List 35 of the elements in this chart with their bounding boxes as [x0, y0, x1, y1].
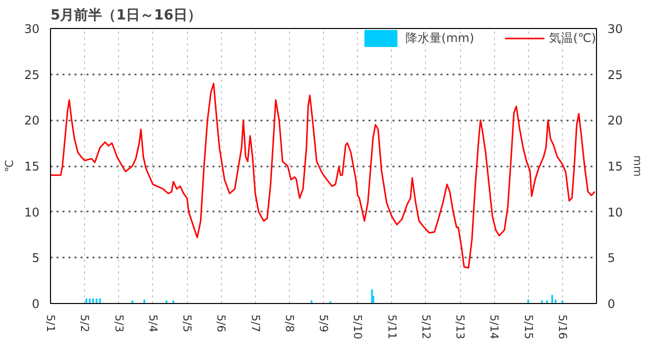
- y2-tick-label: 10: [608, 205, 623, 220]
- y2-tick-label: 25: [608, 68, 623, 82]
- legend-label: 気温(℃): [549, 30, 596, 46]
- y2-axis-title: mm: [630, 155, 644, 177]
- y-tick-label: 25: [24, 68, 40, 82]
- x-tick-label: 5/14: [488, 314, 501, 340]
- x-tick-label: 5/2: [78, 314, 92, 332]
- y2-tick-label: 30: [608, 22, 623, 36]
- x-tick-label: 5/4: [146, 314, 160, 332]
- y2-tick-label: 5: [608, 251, 616, 266]
- x-tick-label: 5/11: [385, 314, 398, 340]
- x-tick-label: 5/7: [248, 314, 262, 332]
- y-tick-label: 20: [24, 114, 40, 128]
- y-axis-title: ℃: [3, 160, 16, 172]
- x-tick-label: 5/13: [454, 314, 466, 340]
- x-tick-label: 5/12: [419, 314, 432, 340]
- y2-tick-label: 20: [608, 114, 623, 128]
- chart-title: 5月前半（1日～16日）: [50, 8, 202, 24]
- x-tick-label: 5/6: [214, 314, 228, 332]
- x-tick-label: 5/16: [556, 314, 569, 340]
- x-tick-label: 5/5: [180, 314, 194, 332]
- x-tick-label: 5/10: [351, 314, 364, 340]
- legend-label: 降水量(mm): [405, 30, 474, 46]
- x-tick-label: 5/1: [44, 314, 57, 332]
- x-tick-label: 5/15: [522, 314, 535, 340]
- y2-tick-label: 15: [608, 160, 623, 174]
- x-tick-label: 5/8: [282, 314, 296, 332]
- y-tick-label: 30: [24, 22, 40, 36]
- y-tick-label: 10: [24, 205, 40, 220]
- y-tick-label: 5: [32, 251, 40, 266]
- x-tick-label: 5/3: [112, 314, 126, 332]
- x-tick-label: 5/9: [317, 314, 330, 332]
- y-tick-label: 15: [24, 160, 40, 174]
- y-tick-label: 0: [32, 297, 40, 311]
- y2-tick-label: 0: [608, 297, 616, 311]
